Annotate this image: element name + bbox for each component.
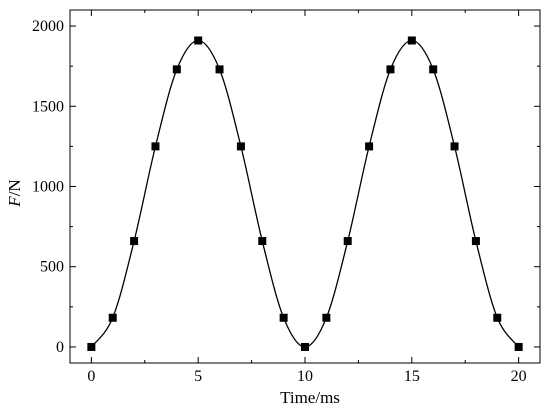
data-point-marker [258, 237, 267, 246]
data-point-marker [343, 237, 352, 246]
y-axis-title-unit: /N [5, 179, 24, 196]
data-point-marker [514, 342, 523, 351]
series-line [90, 39, 520, 348]
data-point-marker [172, 65, 181, 74]
tick-labels: 0 5 10 15 20 0 500 1000 1500 2000 [32, 18, 527, 385]
data-point-marker [429, 65, 438, 74]
tick-marks [70, 10, 540, 363]
y-tick-label: 500 [40, 259, 64, 276]
data-point-marker [322, 313, 331, 322]
data-point-marker [236, 142, 245, 151]
data-point-marker [301, 342, 309, 351]
data-markers [87, 36, 523, 351]
plot-frame [69, 9, 541, 364]
x-tick-label: 15 [404, 368, 420, 385]
y-axis-title-symbol: F [5, 196, 24, 208]
x-tick-label: 0 [87, 368, 95, 385]
x-tick-label: 5 [194, 368, 202, 385]
data-point-marker [279, 313, 288, 322]
x-tick-label: 20 [511, 368, 527, 385]
data-point-marker [215, 65, 224, 74]
data-point-marker [194, 36, 203, 45]
y-tick-label: 2000 [32, 18, 64, 35]
y-tick-label: 0 [56, 339, 64, 356]
y-tick-label: 1500 [32, 98, 64, 115]
x-axis-title: Time/ms [280, 388, 340, 407]
x-tick-label: 10 [297, 368, 313, 385]
data-point-marker [450, 142, 459, 151]
data-point-marker [365, 142, 374, 151]
data-point-marker [130, 237, 139, 246]
plot-area [90, 39, 520, 348]
data-point-marker [87, 342, 96, 351]
y-axis-title: F/N [5, 179, 24, 207]
data-point-marker [493, 313, 502, 322]
data-point-marker [471, 237, 480, 246]
y-tick-label: 1000 [32, 179, 64, 196]
data-point-marker [108, 313, 117, 322]
data-point-marker [407, 36, 416, 45]
data-point-marker [386, 65, 395, 74]
axes [69, 9, 541, 364]
data-point-marker [151, 142, 160, 151]
